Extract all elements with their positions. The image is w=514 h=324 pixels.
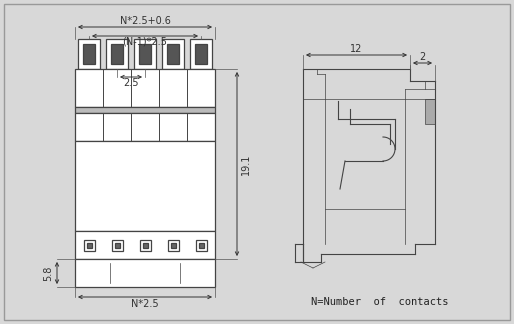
Text: 2: 2 [419, 52, 426, 62]
Text: 5.8: 5.8 [43, 265, 53, 281]
Bar [75, 113, 215, 141]
Bar [142, 242, 148, 248]
Bar [75, 107, 215, 113]
Text: N*2.5: N*2.5 [131, 299, 159, 309]
Text: 19.1: 19.1 [241, 153, 251, 175]
Bar [83, 44, 95, 64]
Bar [168, 239, 178, 250]
Bar [139, 44, 151, 64]
Text: (N-1)*2.5: (N-1)*2.5 [122, 37, 168, 47]
Bar [111, 44, 123, 64]
Bar [106, 39, 128, 69]
Text: 2.5: 2.5 [123, 78, 139, 88]
Text: N*2.5+0.6: N*2.5+0.6 [120, 16, 171, 26]
Text: N=Number  of  contacts: N=Number of contacts [311, 297, 449, 307]
Bar [195, 239, 207, 250]
Bar [190, 39, 212, 69]
Bar [75, 259, 215, 287]
Bar [139, 239, 151, 250]
Bar [134, 39, 156, 69]
Bar [425, 99, 435, 124]
Text: 12: 12 [351, 44, 363, 54]
Bar [75, 141, 215, 231]
Bar [75, 69, 215, 107]
Bar [78, 39, 100, 69]
Bar [167, 44, 179, 64]
Bar [171, 242, 175, 248]
Bar [115, 242, 119, 248]
Bar [162, 39, 184, 69]
Bar [75, 231, 215, 259]
Bar [86, 242, 91, 248]
Bar [198, 242, 204, 248]
Bar [195, 44, 207, 64]
Bar [112, 239, 122, 250]
Bar [83, 239, 95, 250]
